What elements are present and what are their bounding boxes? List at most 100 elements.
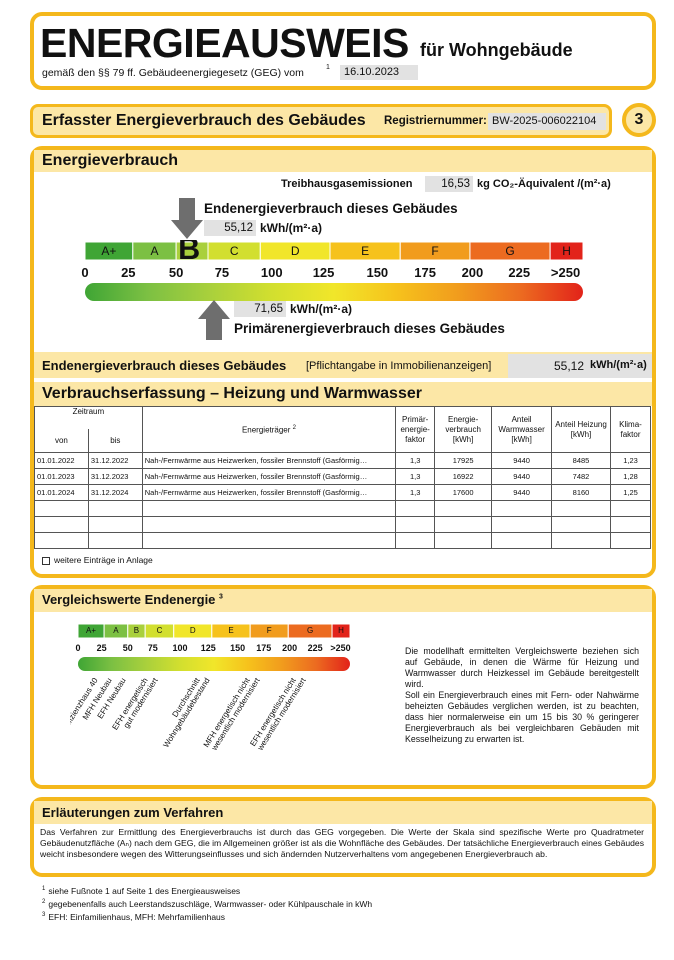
- comparison-title-text: Vergleichswerte Endenergie: [42, 592, 216, 607]
- checkbox: [42, 557, 50, 565]
- page-number: 3: [622, 103, 656, 137]
- header-row: Zeitraum Energieträger 2 Primär-energie-…: [34, 406, 652, 453]
- primary-value: 71,65: [234, 301, 286, 317]
- class-label: G: [505, 244, 514, 258]
- footnote: 1 siehe Fußnote 1 auf Seite 1 des Energie…: [42, 884, 372, 897]
- data-cell: 16922: [434, 468, 493, 485]
- data-row: 01.01.2023 31.12.2023 Nah-/Fernwärme aus H…: [34, 468, 652, 485]
- class-cell: [331, 623, 351, 639]
- data-cell: 31.12.2022: [87, 452, 143, 469]
- comparison-paragraph: Die modellhaft ermittelten Vergleichswer…: [405, 646, 639, 689]
- carrier-footnote: 2: [292, 424, 296, 431]
- data-cell: 31.12.2024: [87, 484, 143, 501]
- data-cell: 31.12.2023: [87, 468, 143, 485]
- data-cell: 1,3: [395, 452, 436, 469]
- emissions-unit: kg CO₂-Äquivalent /(m²·a): [477, 178, 611, 190]
- carrier-header: Energieträger: [241, 425, 291, 435]
- consumption-header: Energie-verbrauch [kWh]: [434, 406, 493, 453]
- reference-label: MFH energetisch nicht: [202, 676, 252, 749]
- class-label: C: [157, 626, 163, 635]
- empty-cell: [609, 516, 652, 533]
- from-header: von: [34, 428, 89, 453]
- data-row: 01.01.2024 31.12.2024 Nah-/Fernwärme aus H…: [34, 484, 652, 501]
- scale-label: 225: [508, 265, 530, 280]
- comparison-text: Die modellhaft ermittelten Vergleichswer…: [405, 646, 639, 745]
- scale-label: 100: [172, 643, 187, 653]
- scale-label: 0: [75, 643, 80, 653]
- final-arrow: [171, 198, 203, 239]
- data-row: 01.01.2022 31.12.2022 Nah-/Fernwärme aus H…: [34, 452, 652, 469]
- data-cell: 1,25: [609, 484, 652, 501]
- energy-band: [34, 150, 652, 172]
- arrow-down: [171, 198, 203, 239]
- empty-cell: [87, 532, 143, 549]
- footnotes: 1 siehe Fußnote 1 auf Seite 1 des Energie…: [42, 884, 372, 922]
- scale-label: 175: [256, 643, 271, 653]
- footnote-mark: 1: [42, 886, 46, 892]
- class-label: A: [113, 626, 119, 635]
- class-label: C: [230, 244, 239, 258]
- primary-arrow: [198, 300, 230, 340]
- class-label: G: [307, 626, 313, 635]
- class-label: A+: [101, 244, 116, 258]
- scale-label: 100: [261, 265, 283, 280]
- data-cell: 1,28: [609, 468, 652, 485]
- empty-cell: [87, 516, 143, 533]
- empty-cell: [491, 516, 553, 533]
- empty-cell: [609, 532, 652, 549]
- empty-row: [34, 500, 652, 517]
- data-cell: 8485: [551, 452, 611, 469]
- climate-header: Klima-faktor: [609, 406, 652, 453]
- scale-label: 25: [97, 643, 107, 653]
- data-cell: 8160: [551, 484, 611, 501]
- energy-title: Energieverbrauch: [42, 152, 179, 169]
- empty-cell: [34, 516, 89, 533]
- empty-cell: [395, 532, 436, 549]
- gradient-bar: [78, 657, 350, 671]
- data-cell: 1,3: [395, 484, 436, 501]
- scale-label: 75: [215, 265, 229, 280]
- scale-label: 200: [462, 265, 484, 280]
- empty-cell: [434, 516, 493, 533]
- legal-basis: gemäß den §§ 79 ff. Gebäudeenergiegesetz…: [42, 67, 304, 79]
- data-cell: 1,3: [395, 468, 436, 485]
- class-label: D: [190, 626, 196, 635]
- empty-cell: [434, 532, 493, 549]
- final-label: Endenergieverbrauch dieses Gebäudes: [204, 201, 458, 216]
- empty-cell: [141, 500, 397, 517]
- scale-label: 125: [201, 643, 216, 653]
- class-label: A: [150, 244, 158, 258]
- summary-label: Endenergieverbrauch dieses Gebäudes: [42, 358, 287, 373]
- summary-note: [Pflichtangabe in Immobilienanzeigen]: [306, 360, 492, 372]
- empty-cell: [434, 500, 493, 517]
- consumption-band: [34, 382, 652, 406]
- scale-label: 50: [123, 643, 133, 653]
- class-label: B: [134, 626, 139, 635]
- empty-cell: [551, 516, 611, 533]
- data-cell: 17600: [434, 484, 493, 501]
- header-row: von bis: [34, 428, 651, 453]
- empty-cell: [551, 532, 611, 549]
- footnote-text: siehe Fußnote 1 auf Seite 1 des Energiea…: [48, 885, 241, 896]
- comparison-box: [30, 585, 656, 789]
- class-label: E: [361, 244, 369, 258]
- data-cell: 01.01.2023: [34, 468, 89, 485]
- empty-cell: [34, 500, 89, 517]
- data-cell: 1,23: [609, 452, 652, 469]
- emissions-value: 16,53: [425, 176, 473, 192]
- scale-label: 200: [282, 643, 297, 653]
- empty-cell: [491, 532, 553, 549]
- footnote-mark: 2: [42, 898, 46, 905]
- scale-label: 175: [414, 265, 436, 280]
- final-unit: kWh/(m²·a): [260, 221, 322, 235]
- class-label: H: [562, 244, 571, 258]
- class-label: B: [178, 240, 200, 266]
- issue-date: 16.10.2023: [340, 65, 418, 80]
- empty-cell: [141, 532, 397, 549]
- class-label: D: [291, 244, 300, 258]
- data-cell: 01.01.2022: [34, 452, 89, 469]
- class-label: A+: [86, 626, 96, 635]
- scale-label: 125: [313, 265, 335, 280]
- final-value: 55,12: [204, 220, 256, 236]
